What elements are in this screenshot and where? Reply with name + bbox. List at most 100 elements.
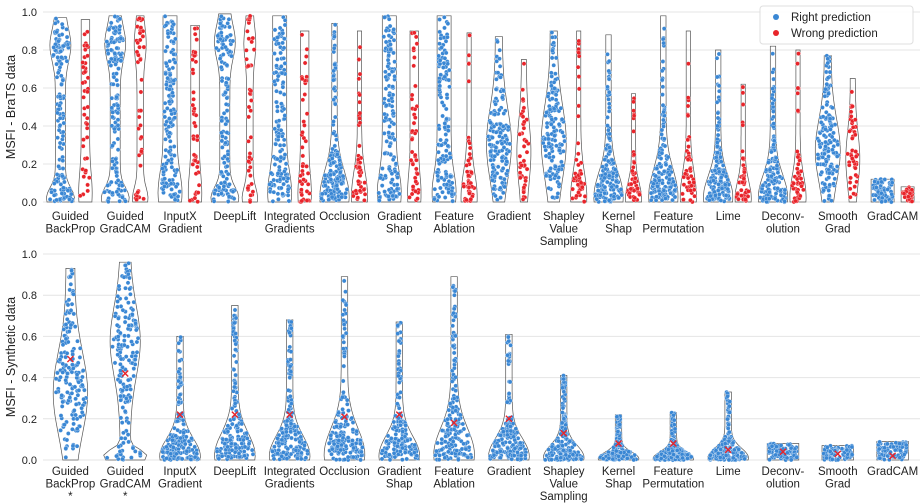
right-prediction-point — [766, 160, 771, 165]
wrong-prediction-point — [469, 170, 474, 175]
right-prediction-point — [278, 90, 283, 95]
right-prediction-point — [117, 16, 123, 22]
wrong-prediction-point — [467, 140, 472, 146]
synthetic-point — [498, 448, 503, 454]
right-prediction-point — [716, 182, 721, 187]
synthetic-point — [128, 387, 133, 392]
synthetic-point — [392, 454, 398, 460]
synthetic-point — [229, 447, 235, 453]
synthetic-point — [600, 456, 606, 461]
right-prediction-point — [223, 90, 228, 95]
synthetic-point — [295, 456, 300, 461]
synthetic-point — [180, 417, 186, 423]
right-prediction-point — [602, 175, 607, 181]
right-prediction-point — [115, 103, 121, 108]
synthetic-point — [284, 418, 290, 424]
synthetic-point — [80, 382, 85, 388]
wrong-prediction-point — [847, 180, 853, 185]
synthetic-point — [287, 375, 293, 380]
right-prediction-point — [497, 47, 502, 53]
right-prediction-point — [651, 181, 656, 187]
right-prediction-point — [549, 55, 555, 61]
wrong-prediction-point — [245, 185, 251, 191]
wrong-prediction-point — [413, 189, 418, 194]
synthetic-point — [177, 358, 182, 364]
x-tick-label: GradCAM — [867, 211, 918, 223]
wrong-prediction-point — [520, 87, 525, 92]
synthetic-point — [231, 388, 236, 394]
right-prediction-point — [337, 157, 342, 163]
synthetic-point — [73, 396, 78, 402]
synthetic-point — [129, 339, 134, 344]
synthetic-point — [400, 457, 405, 462]
synthetic-point — [132, 362, 138, 367]
synthetic-point — [340, 334, 346, 339]
right-prediction-point — [222, 180, 228, 185]
right-prediction-point — [280, 191, 285, 197]
right-prediction-point — [760, 183, 766, 188]
wrong-prediction-point — [521, 61, 527, 66]
synthetic-point — [75, 338, 80, 344]
synthetic-point — [63, 377, 68, 383]
wrong-prediction-point — [134, 197, 139, 202]
right-prediction-point — [57, 123, 63, 128]
right-prediction-point — [502, 184, 507, 190]
x-tick-label: InputX Gradient — [158, 211, 203, 236]
wrong-prediction-point — [248, 108, 253, 113]
right-prediction-point — [548, 166, 553, 171]
right-prediction-point — [606, 198, 612, 203]
synthetic-point — [79, 405, 84, 411]
wrong-prediction-point — [795, 108, 801, 113]
right-prediction-point — [772, 178, 778, 183]
synthetic-point — [232, 401, 238, 406]
wrong-prediction-point — [464, 169, 470, 174]
right-prediction-point — [279, 64, 284, 69]
synthetic-point — [460, 421, 466, 427]
right-prediction-point — [118, 58, 124, 64]
right-prediction-point — [335, 152, 340, 157]
wrong-prediction-point — [740, 122, 746, 128]
right-prediction-point — [449, 191, 455, 197]
right-prediction-point — [275, 35, 280, 40]
wrong-prediction-point — [736, 196, 741, 202]
right-prediction-point — [163, 48, 168, 54]
right-prediction-point — [558, 105, 564, 111]
wrong-prediction-point — [301, 177, 306, 182]
wrong-prediction-point — [795, 91, 800, 96]
wrong-prediction-point — [517, 132, 522, 137]
right-prediction-point — [168, 108, 174, 113]
right-prediction-point — [326, 197, 331, 203]
right-prediction-point — [275, 191, 281, 197]
right-prediction-point — [275, 104, 280, 109]
wrong-prediction-point — [245, 29, 250, 34]
synthetic-point — [334, 424, 339, 429]
right-prediction-point — [549, 122, 554, 127]
wrong-prediction-point — [136, 114, 142, 120]
right-prediction-point — [661, 109, 666, 115]
right-prediction-point — [823, 139, 828, 145]
synthetic-point — [453, 374, 458, 380]
right-prediction-point — [507, 141, 513, 147]
synthetic-point — [250, 452, 256, 457]
right-prediction-point — [59, 73, 64, 79]
wrong-prediction-point — [632, 195, 638, 201]
wrong-prediction-point — [196, 182, 202, 188]
right-prediction-point — [51, 193, 57, 198]
wrong-prediction-point — [77, 193, 83, 199]
synthetic-point — [65, 371, 70, 376]
synthetic-point — [387, 457, 393, 463]
right-prediction-point — [667, 177, 672, 182]
right-prediction-point — [228, 32, 233, 38]
wrong-prediction-point — [195, 199, 200, 204]
right-prediction-point — [829, 198, 834, 203]
right-prediction-point — [715, 188, 721, 193]
synthetic-point — [127, 275, 132, 281]
x-tick-label: Occlusion — [319, 211, 370, 223]
right-prediction-point — [446, 77, 452, 83]
right-prediction-point — [169, 164, 175, 170]
right-prediction-point — [172, 60, 178, 65]
right-prediction-point — [596, 188, 601, 193]
wrong-prediction-point — [414, 41, 420, 46]
wrong-prediction-point — [909, 199, 915, 204]
